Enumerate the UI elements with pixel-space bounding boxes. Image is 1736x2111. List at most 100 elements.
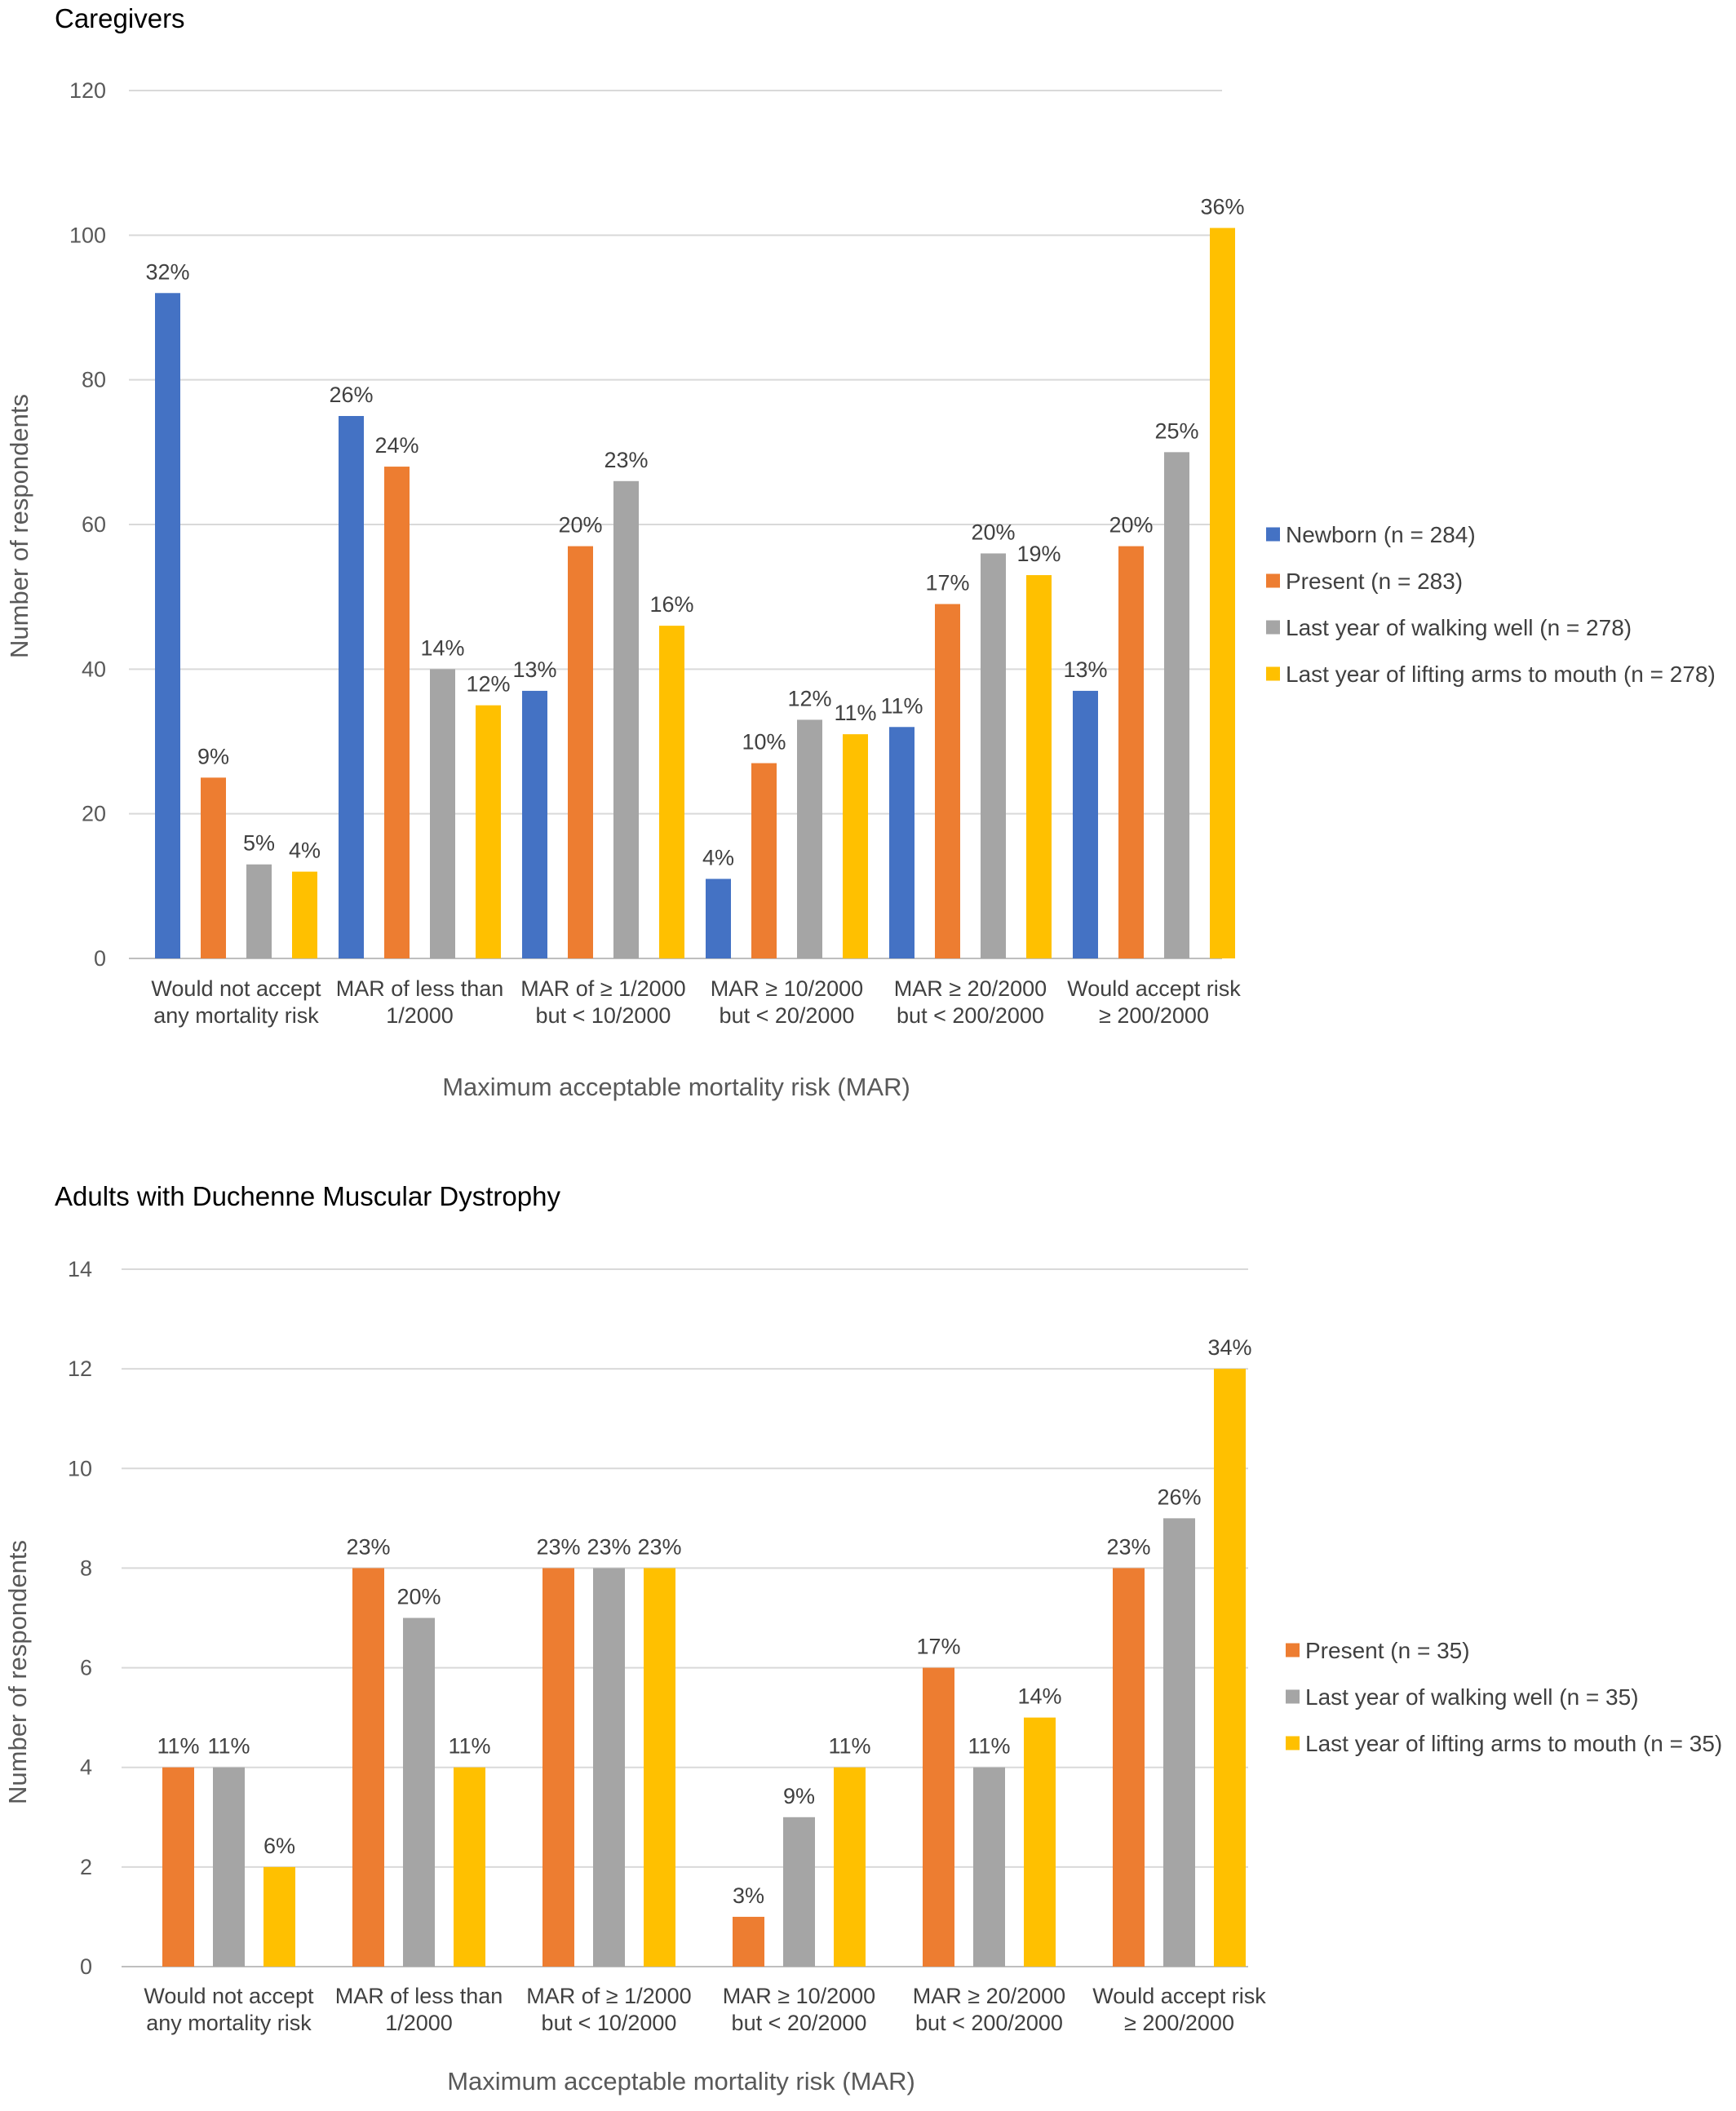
y-tick-label: 120 — [69, 78, 106, 103]
y-tick-label: 10 — [68, 1456, 92, 1480]
bar — [430, 669, 455, 958]
bar — [155, 293, 180, 958]
adults-dmd-chart: Adults with Duchenne Muscular Dystrophy … — [3, 1181, 1722, 2096]
data-label: 11% — [834, 701, 876, 725]
bar — [751, 763, 777, 958]
bar — [1214, 1369, 1246, 1967]
data-label: 36% — [1200, 194, 1244, 219]
data-label: 13% — [512, 657, 556, 682]
bar — [733, 1916, 764, 1967]
data-label: 11% — [448, 1734, 490, 1759]
category-label: 1/2000 — [386, 1003, 454, 1028]
x-axis-title: Maximum acceptable mortality risk (MAR) — [442, 1073, 910, 1101]
bars — [155, 228, 1235, 958]
y-tick-label: 0 — [80, 1954, 92, 1979]
legend-swatch — [1286, 1643, 1300, 1657]
data-label: 11% — [157, 1734, 199, 1759]
bar — [352, 1568, 384, 1967]
legend-label: Newborn (n = 284) — [1286, 522, 1476, 547]
bar — [1026, 575, 1052, 958]
bar — [384, 467, 410, 958]
data-label: 23% — [587, 1534, 631, 1559]
category-label: Would accept risk — [1092, 1984, 1266, 2008]
bar — [542, 1568, 574, 1967]
data-label: 11% — [880, 693, 923, 718]
data-label: 14% — [1017, 1684, 1061, 1709]
category-label: MAR of ≥ 1/2000 — [526, 1984, 691, 2008]
bar — [935, 604, 960, 958]
data-label: 9% — [783, 1784, 815, 1808]
category-label: Would not accept — [144, 1984, 314, 2008]
data-label: 11% — [828, 1734, 870, 1759]
category-label: any mortality risk — [146, 2011, 312, 2035]
bar — [162, 1767, 194, 1967]
caregivers-chart: Caregivers Number of respondents Maximum… — [5, 3, 1716, 1101]
gridlines — [122, 1268, 1248, 1967]
data-label: 24% — [374, 433, 418, 458]
data-label: 10% — [742, 730, 786, 755]
bar — [292, 871, 317, 958]
category-label: Would not accept — [151, 976, 321, 1001]
y-tick-label: 6 — [80, 1656, 92, 1680]
category-label: MAR ≥ 20/2000 — [894, 976, 1047, 1001]
bar — [1210, 228, 1235, 958]
data-label: 25% — [1154, 418, 1198, 443]
bar — [783, 1817, 815, 1967]
y-tick-label: 14 — [68, 1257, 92, 1281]
y-tick-labels: 0 20 40 60 80 100 120 — [69, 78, 106, 971]
data-label: 32% — [145, 259, 189, 284]
legend: Newborn (n = 284) Present (n = 283) Last y… — [1266, 522, 1716, 687]
data-label: 9% — [197, 744, 229, 768]
data-label: 26% — [329, 383, 373, 407]
data-label: 23% — [346, 1534, 390, 1559]
legend-label: Last year of walking well (n = 278) — [1286, 615, 1632, 640]
data-label: 5% — [243, 831, 275, 856]
legend-swatch — [1266, 620, 1280, 635]
data-label: 23% — [536, 1534, 580, 1559]
category-label: but < 10/2000 — [542, 2011, 677, 2035]
bar — [593, 1568, 625, 1967]
y-tick-label: 80 — [82, 368, 106, 392]
category-label: but < 20/2000 — [720, 1003, 855, 1028]
legend: Present (n = 35) Last year of walking wel… — [1286, 1638, 1722, 1756]
category-label: but < 200/2000 — [897, 1003, 1044, 1028]
bar — [339, 416, 364, 958]
legend-swatch — [1266, 527, 1280, 542]
data-label: 12% — [466, 672, 510, 697]
category-label: MAR ≥ 10/2000 — [711, 976, 863, 1001]
bar — [213, 1767, 245, 1967]
data-label: 3% — [733, 1883, 764, 1908]
category-label: but < 10/2000 — [536, 1003, 671, 1028]
y-tick-label: 8 — [80, 1556, 92, 1580]
category-label: MAR of less than — [335, 1984, 503, 2008]
bar — [568, 546, 593, 958]
y-axis-title: Number of respondents — [5, 394, 33, 658]
data-label: 6% — [264, 1834, 295, 1858]
y-tick-label: 2 — [80, 1855, 92, 1879]
bar — [1118, 546, 1144, 958]
data-label: 20% — [1109, 513, 1153, 538]
y-tick-label: 40 — [82, 657, 106, 681]
bar — [834, 1767, 866, 1967]
data-label: 11% — [968, 1734, 1010, 1759]
data-label: 34% — [1207, 1335, 1251, 1360]
bar — [659, 626, 684, 958]
y-tick-labels: 0 2 4 6 8 10 12 14 — [68, 1257, 92, 1979]
legend-swatch — [1266, 573, 1280, 588]
data-label: 20% — [396, 1585, 441, 1609]
category-label: but < 20/2000 — [732, 2011, 867, 2035]
bar — [522, 690, 547, 958]
bar — [843, 734, 868, 958]
bar — [264, 1866, 295, 1967]
bar — [201, 777, 226, 958]
data-label: 23% — [637, 1534, 681, 1559]
y-tick-label: 0 — [94, 946, 106, 971]
data-label: 4% — [289, 839, 321, 863]
bar — [1113, 1568, 1145, 1967]
category-label: MAR ≥ 10/2000 — [723, 1984, 875, 2008]
data-label: 17% — [916, 1635, 960, 1659]
data-label: 14% — [420, 635, 464, 660]
category-label: MAR ≥ 20/2000 — [913, 1984, 1065, 2008]
category-label: any mortality risk — [153, 1003, 319, 1028]
